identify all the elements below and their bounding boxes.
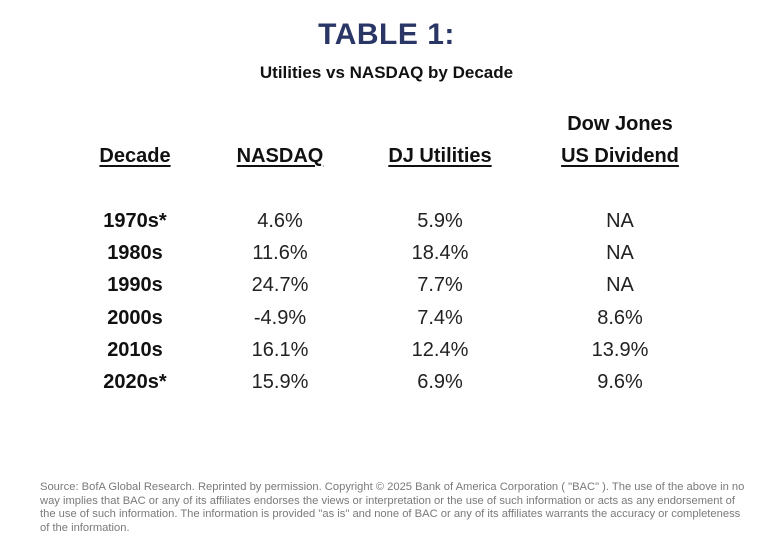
table-row: 2000s -4.9% 7.4% 8.6% [0,302,773,334]
column-header-utilities-label: DJ Utilities [388,145,492,167]
cell-dividend: NA [606,242,634,265]
column-header-dividend-line2: US Dividend [561,145,679,167]
table-row: 2010s 16.1% 12.4% 13.9% [0,334,773,366]
cell-dividend: NA [606,274,634,297]
column-header-utilities: DJ Utilities [370,140,510,172]
column-header-decade: Decade [80,140,190,172]
cell-utilities: 18.4% [411,242,469,265]
table-row: 1970s* 4.6% 5.9% NA [0,205,773,237]
cell-nasdaq: 4.6% [257,210,303,232]
table-subtitle: Utilities vs NASDAQ by Decade [259,63,514,82]
column-header-dividend-line1: Dow Jones [567,113,673,135]
column-header-nasdaq: NASDAQ [215,140,345,172]
table-title: TABLE 1: [318,18,455,51]
column-header-decade-label: Decade [99,145,171,167]
table-row: 2020s* 15.9% 6.9% 9.6% [0,366,773,398]
cell-nasdaq: 15.9% [251,370,309,393]
table-body: 1970s* 4.6% 5.9% NA 1980s 11.6% 18.4% NA… [0,205,773,398]
table-row: 1980s 11.6% 18.4% NA [0,237,773,269]
cell-decade: 1970s* [103,210,167,232]
cell-utilities: 5.9% [417,210,463,232]
cell-utilities: 7.4% [417,306,463,329]
cell-dividend: 9.6% [597,370,643,393]
cell-nasdaq: -4.9% [253,306,307,329]
cell-decade: 1990s [107,274,163,297]
cell-utilities: 12.4% [411,338,469,361]
source-note: Source: BofA Global Research. Reprinted … [40,481,745,534]
cell-dividend: 8.6% [597,306,643,329]
cell-nasdaq: 16.1% [251,338,309,361]
column-header-nasdaq-label: NASDAQ [236,145,324,167]
cell-utilities: 7.7% [417,274,463,297]
cell-nasdaq: 11.6% [252,242,308,265]
cell-utilities: 6.9% [417,370,463,393]
cell-decade: 2000s [107,306,163,329]
cell-nasdaq: 24.7% [251,274,309,297]
cell-decade: 2020s* [103,370,167,393]
cell-dividend: 13.9% [591,338,649,361]
table-row: 1990s 24.7% 7.7% NA [0,269,773,301]
column-header-dividend: Dow Jones US Dividend [545,108,695,172]
cell-decade: 1980s [107,242,163,265]
cell-dividend: NA [606,210,634,232]
cell-decade: 2010s [107,338,163,361]
